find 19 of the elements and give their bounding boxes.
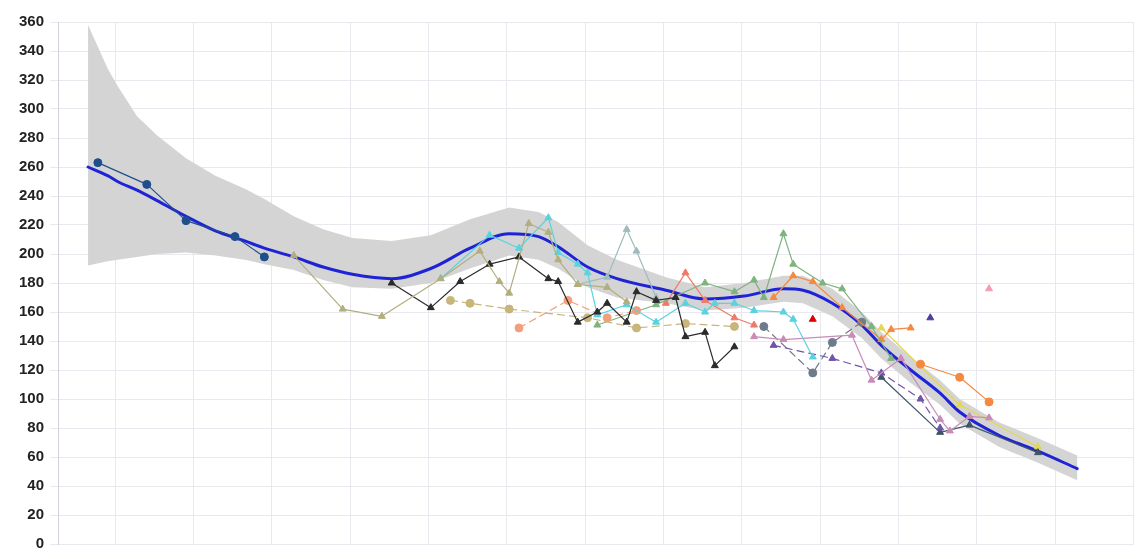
y-tick-label: 0 [35,534,44,552]
y-tick-label: 340 [18,41,44,59]
y-tick-label: 120 [18,360,44,378]
y-tick-label: 220 [18,215,44,233]
y-tick-label: 240 [18,186,44,204]
y-tick-label: 20 [27,505,44,523]
y-tick-label: 160 [18,302,44,320]
y-tick-label: 180 [18,273,44,291]
y-tick-label: 260 [18,157,44,175]
y-tick-label: 360 [18,12,44,30]
y-tick-label: 40 [27,476,44,494]
y-tick-label: 140 [18,331,44,349]
y-tick-label: 60 [27,447,44,465]
y-tick-label: 80 [27,418,44,436]
y-tick-label: 280 [18,128,44,146]
y-tick-label: 200 [18,244,44,262]
y-tick-label: 300 [18,99,44,117]
y-tick-label: 320 [18,70,44,88]
y-tick-label: 100 [18,389,44,407]
